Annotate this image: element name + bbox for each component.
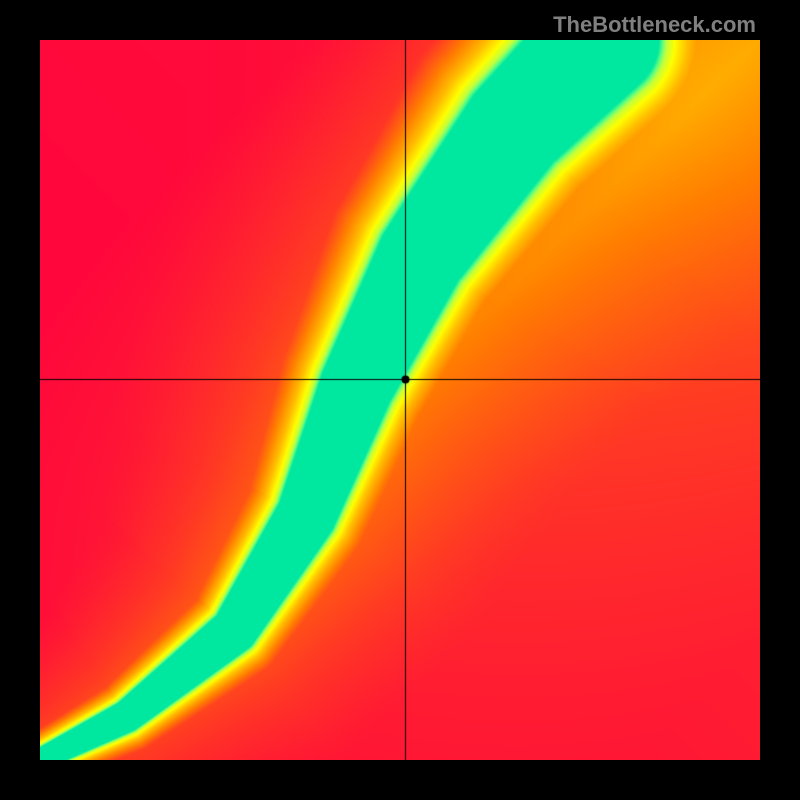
watermark-text: TheBottleneck.com	[553, 12, 756, 38]
chart-container: TheBottleneck.com	[0, 0, 800, 800]
heatmap-canvas	[40, 40, 760, 760]
